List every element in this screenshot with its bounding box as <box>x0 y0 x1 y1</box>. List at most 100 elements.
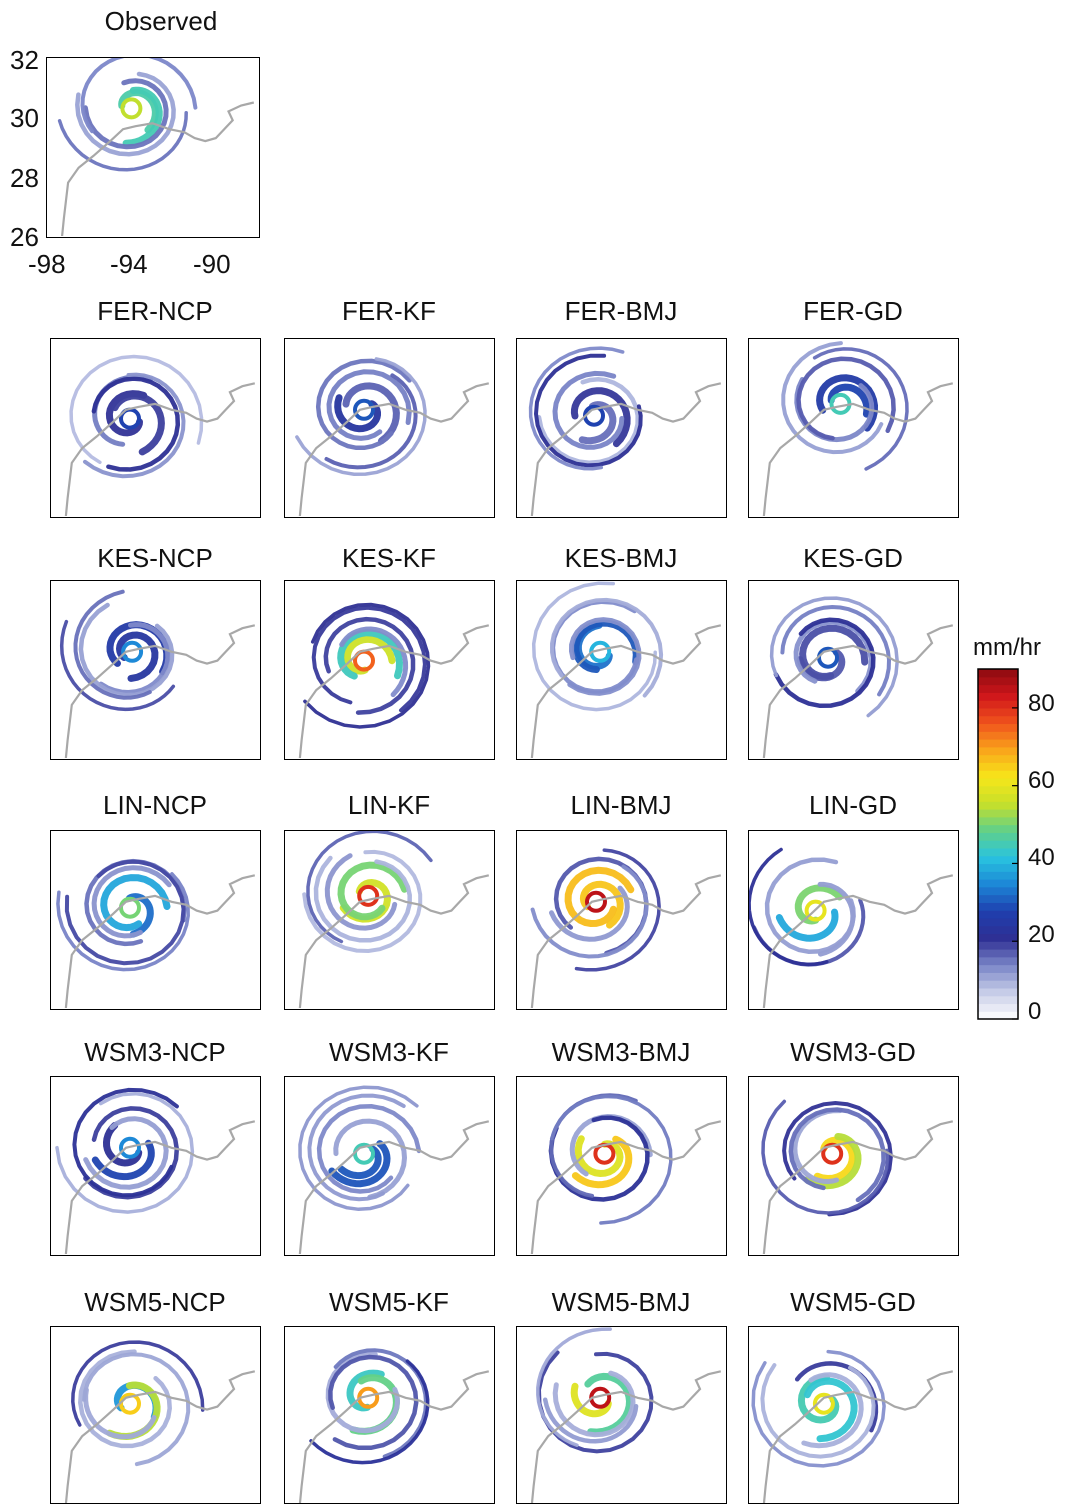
rainband <box>324 853 398 931</box>
colorbar-segment <box>978 917 1018 927</box>
rainband <box>803 1133 862 1190</box>
rainband <box>782 1100 893 1217</box>
panel-lin-bmj <box>516 830 727 1010</box>
colorbar-segment <box>978 879 1018 888</box>
panel-kes-kf <box>284 580 495 760</box>
colorbar-segment <box>978 871 1018 880</box>
rainband <box>102 1122 143 1167</box>
rainband <box>71 1340 205 1427</box>
rainband <box>295 357 427 476</box>
rainband <box>59 619 176 712</box>
eyewall <box>821 1142 844 1165</box>
colorbar-tick-40: 40 <box>1028 844 1055 871</box>
x-tick-98: -98 <box>28 249 66 279</box>
colorbar-segment <box>978 809 1018 818</box>
coastline <box>530 1370 722 1503</box>
coastline <box>762 1370 954 1503</box>
colorbar-segment <box>978 684 1018 693</box>
coastline <box>64 1120 256 1254</box>
colorbar-segment <box>978 676 1018 686</box>
panel-title: WSM3-KF <box>329 1037 449 1067</box>
rainband <box>788 1107 886 1203</box>
rainband <box>761 1099 890 1215</box>
coastline <box>64 1370 256 1503</box>
panel-wsm3-bmj <box>516 1076 727 1256</box>
panel-title: KES-BMJ <box>564 543 678 573</box>
rainband <box>298 1085 419 1212</box>
precip-map-svg <box>761 1099 954 1254</box>
rainband <box>536 377 640 466</box>
rainband <box>78 1349 172 1449</box>
panel-observed <box>46 57 260 238</box>
colorbar-segment <box>978 785 1018 795</box>
rainband <box>309 1359 430 1465</box>
rainband <box>306 831 433 944</box>
colorbar-segment <box>978 980 1018 989</box>
panel-wsm3-kf <box>284 1076 495 1256</box>
rainband <box>80 58 198 134</box>
coastline <box>530 382 722 516</box>
rainband <box>578 401 617 445</box>
colorbar-segment <box>978 863 1018 872</box>
coastline <box>64 624 256 758</box>
rainband <box>574 848 661 972</box>
rainband <box>339 626 409 698</box>
panel-title: WSM5-NCP <box>84 1287 226 1317</box>
colorbar-segment <box>978 941 1018 950</box>
colorbar-segment <box>978 894 1018 903</box>
rainband <box>780 604 892 697</box>
precip-map-svg <box>530 848 722 1008</box>
panel-title: WSM5-BMJ <box>551 1287 691 1317</box>
colorbar-segment <box>978 715 1018 725</box>
rainband <box>333 1118 408 1200</box>
colorbar-segment <box>978 723 1018 732</box>
colorbar-segment <box>978 824 1018 833</box>
rainband <box>827 383 871 418</box>
colorbar-tick-0: 0 <box>1028 998 1042 1025</box>
rainband <box>550 597 664 698</box>
colorbar-tick-80: 80 <box>1028 690 1055 717</box>
panel-title: WSM3-NCP <box>84 1037 226 1067</box>
x-tick-94: -94 <box>110 249 148 279</box>
rainband <box>125 893 154 938</box>
rainband <box>115 631 159 682</box>
rainband <box>316 1104 422 1194</box>
coastline <box>762 624 954 758</box>
panel-fer-bmj <box>516 338 727 518</box>
coastline <box>530 1120 722 1254</box>
precip-map-svg <box>55 1087 256 1254</box>
rainband <box>816 374 879 432</box>
colorbar-tick-20: 20 <box>1028 921 1055 948</box>
rainband <box>773 617 876 709</box>
colorbar-segment <box>978 949 1018 958</box>
precip-map-svg <box>56 858 256 1008</box>
rainband <box>307 1093 406 1202</box>
rainband <box>552 1370 636 1438</box>
eyewall <box>357 884 380 907</box>
coastline <box>762 1120 954 1254</box>
precip-map-svg <box>749 847 954 1008</box>
rainband <box>781 341 884 455</box>
rainband <box>749 847 829 967</box>
colorbar-segment <box>978 746 1018 756</box>
eyewall <box>353 398 375 421</box>
panel-wsm5-bmj <box>516 1326 727 1504</box>
panel-kes-ncp <box>50 580 261 760</box>
colorbar-segment <box>978 964 1018 973</box>
panel-title: FER-GD <box>803 296 903 326</box>
rainband <box>83 1387 157 1440</box>
rainband <box>111 392 165 456</box>
rainband <box>303 602 431 729</box>
rainband <box>64 859 186 966</box>
coastline <box>60 101 255 236</box>
colorbar-segment <box>978 754 1018 763</box>
rainband <box>83 372 186 479</box>
panel-title: FER-KF <box>342 296 436 326</box>
rainband <box>797 1373 840 1424</box>
colorbar-segment <box>978 739 1018 748</box>
colorbar-segment <box>978 832 1018 841</box>
y-tick-26: 26 <box>10 222 39 252</box>
precip-map-svg <box>64 354 256 516</box>
colorbar-segment <box>978 707 1018 717</box>
eyewall <box>120 97 143 120</box>
